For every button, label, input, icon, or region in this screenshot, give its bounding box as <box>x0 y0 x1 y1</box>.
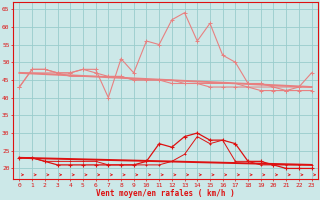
X-axis label: Vent moyen/en rafales ( km/h ): Vent moyen/en rafales ( km/h ) <box>96 189 235 198</box>
